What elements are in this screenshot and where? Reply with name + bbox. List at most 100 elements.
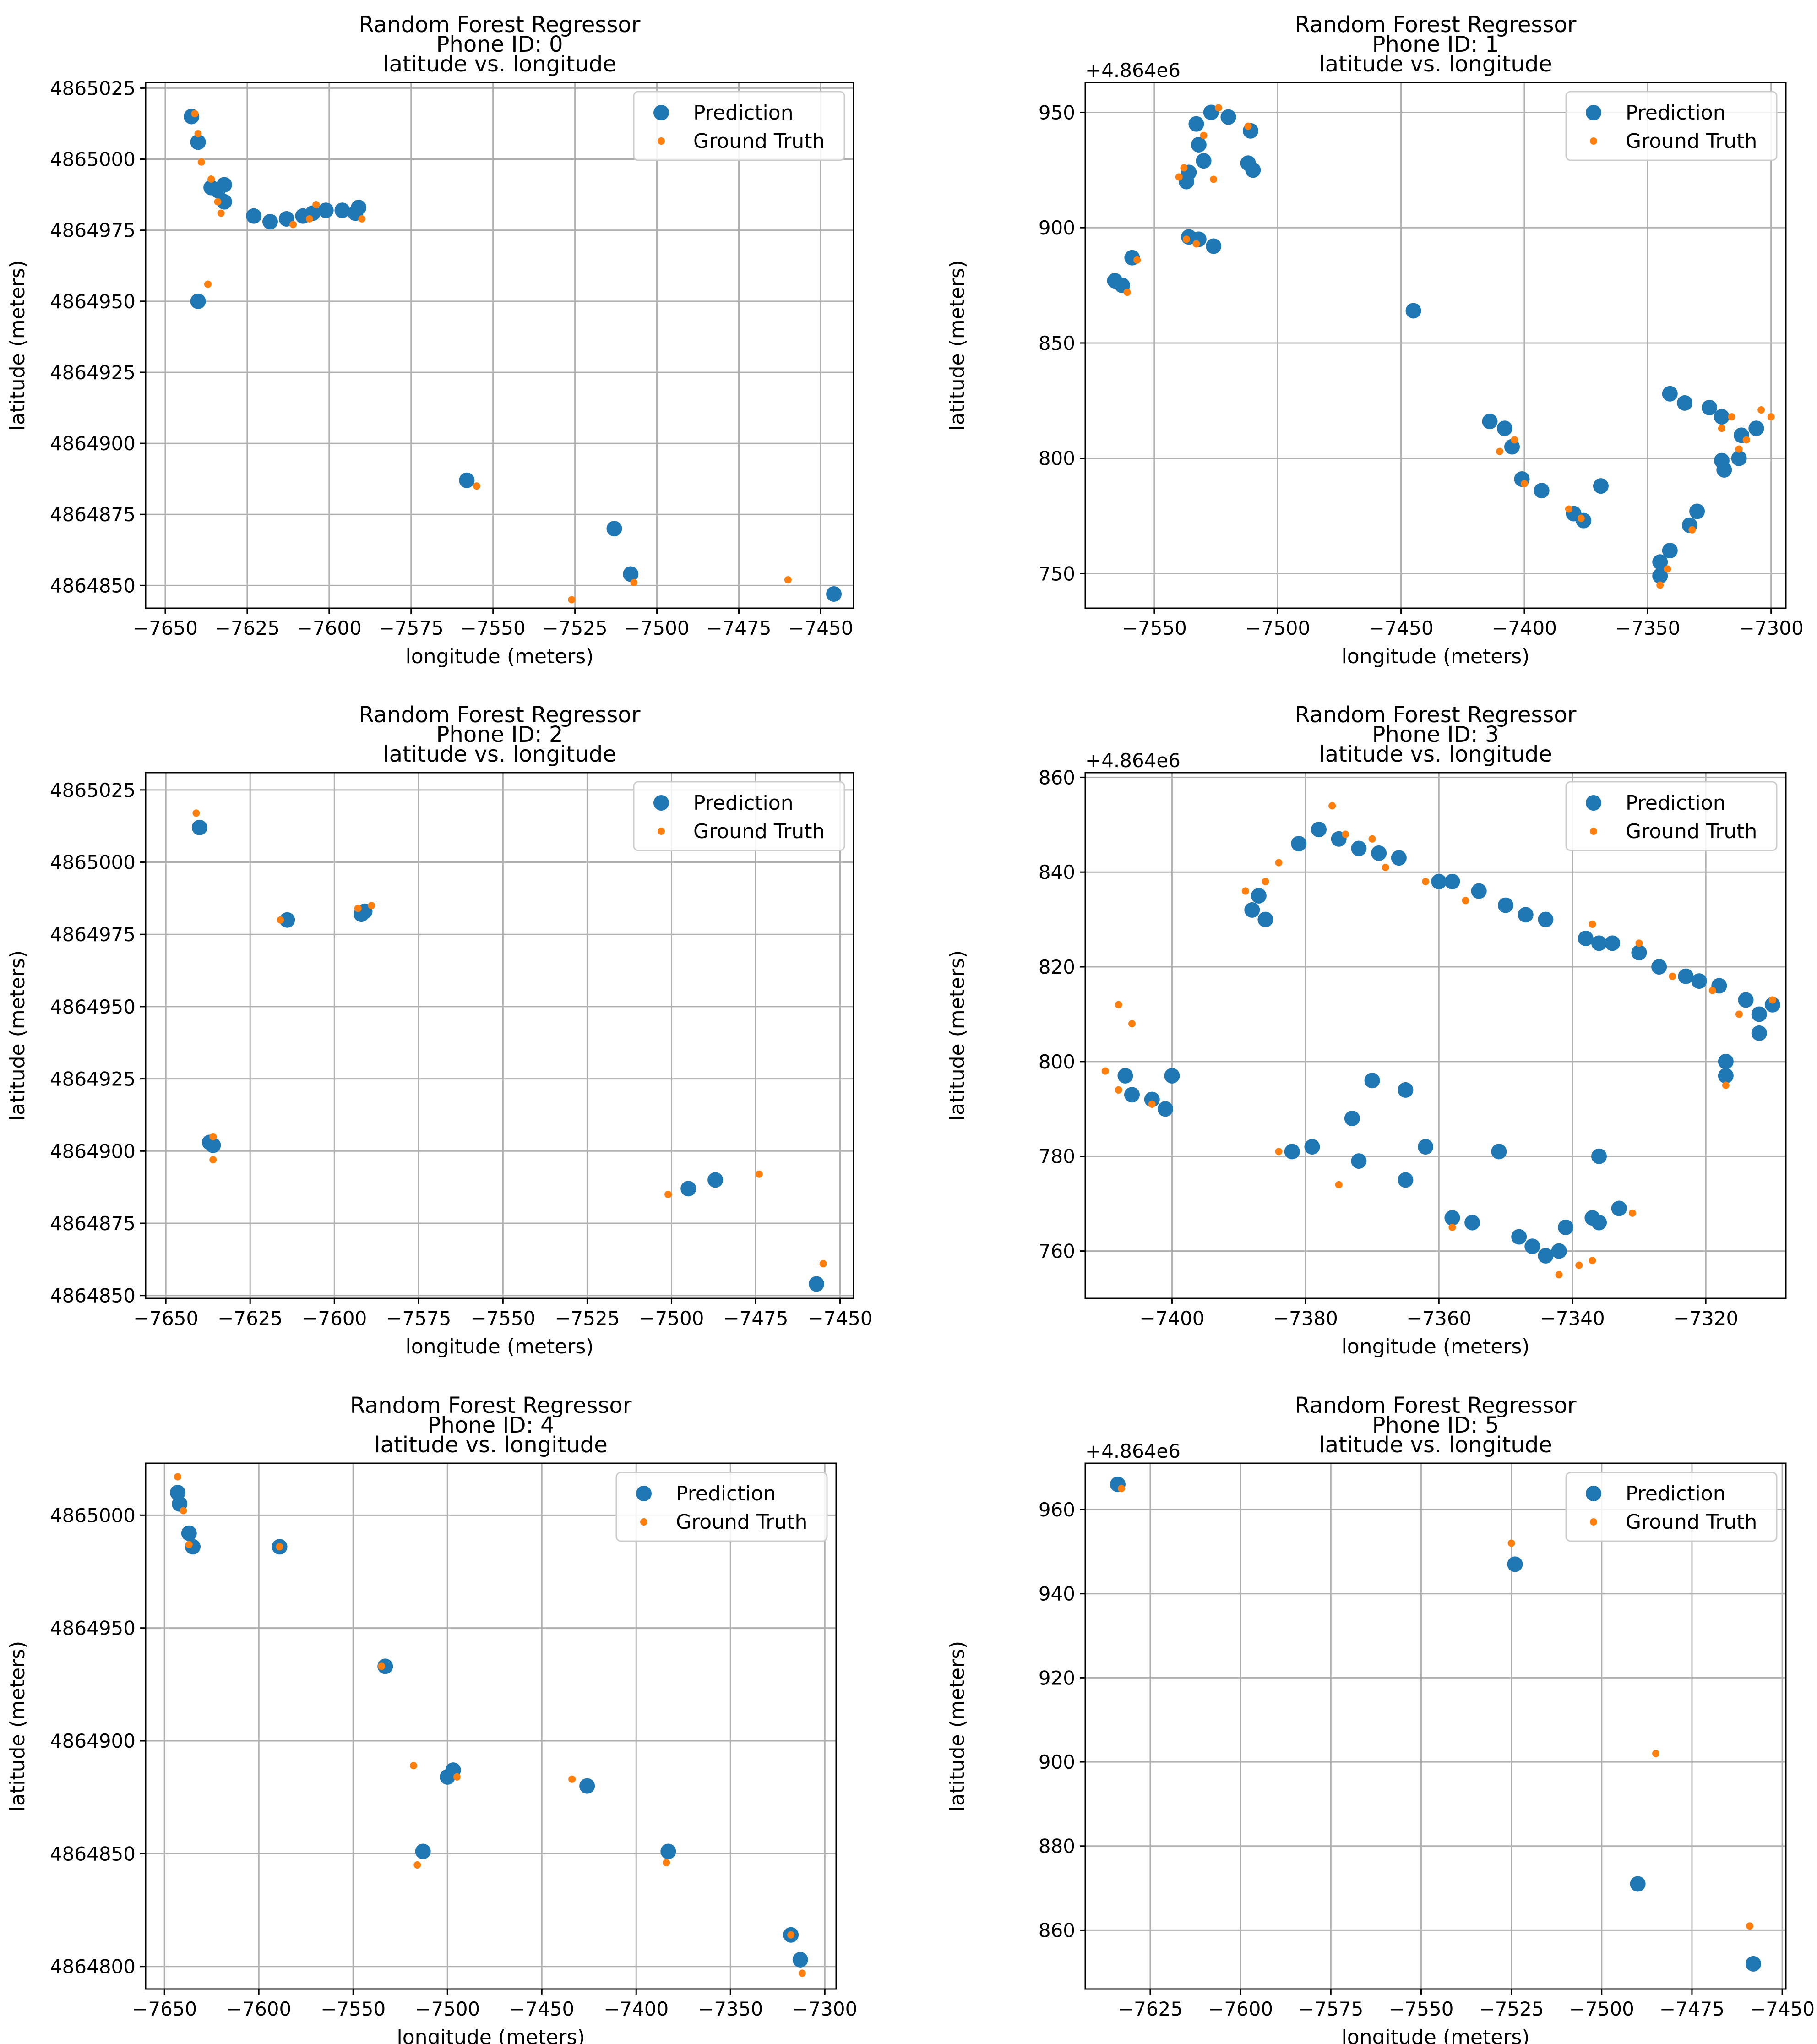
y-axis-label: latitude (meters) — [946, 950, 969, 1121]
legend-label: Prediction — [1626, 791, 1726, 815]
prediction-point — [1591, 1148, 1607, 1164]
chart-title-line: Phone ID: 4 — [427, 1412, 554, 1438]
y-axis-label: latitude (meters) — [6, 950, 29, 1121]
prediction-point — [1578, 930, 1594, 946]
ground-truth-point — [174, 1473, 182, 1481]
y-tick-label: 4865025 — [50, 77, 136, 99]
ground-truth-point — [755, 1170, 763, 1178]
legend-label: Prediction — [676, 1482, 776, 1505]
x-tick-label: −7475 — [1659, 1998, 1725, 2020]
y-tick-label: 760 — [1039, 1240, 1075, 1263]
prediction-point — [1605, 935, 1621, 951]
ground-truth-point — [1728, 413, 1735, 421]
prediction-point — [680, 1181, 696, 1197]
ground-truth-point — [413, 1861, 421, 1869]
prediction-point — [181, 1525, 197, 1541]
legend-label: Ground Truth — [1626, 1510, 1757, 1534]
plot-area — [1085, 1463, 1786, 1989]
x-tick-label: −7350 — [698, 1998, 763, 2020]
ground-truth-point — [1180, 164, 1188, 172]
series-ground-truth — [1117, 1485, 1754, 1930]
y-tick-label: 4865025 — [50, 779, 136, 801]
ground-truth-point — [1718, 425, 1725, 432]
subplot-2: −7650 −7625 −7600 −7575 −7550 −7525 −7500 −7475… — [6, 702, 873, 1358]
x-tick-label: −7625 — [215, 617, 280, 639]
x-axis-label: longitude (meters) — [1342, 1335, 1530, 1358]
plot-frame — [145, 772, 854, 1299]
prediction-point — [623, 566, 639, 582]
x-tick-label: −7525 — [543, 617, 608, 639]
ground-truth-point — [1767, 413, 1775, 421]
plot-area — [146, 82, 854, 608]
prediction-point — [1764, 997, 1780, 1013]
prediction-point — [1344, 1110, 1360, 1126]
x-tick-label: −7475 — [723, 1307, 788, 1330]
ground-truth-point — [354, 905, 362, 912]
x-axis-label: longitude (meters) — [1342, 645, 1530, 668]
prediction-point — [1304, 1139, 1320, 1155]
ground-truth-point — [207, 175, 215, 183]
prediction-point — [1558, 1219, 1574, 1235]
ground-truth-point — [1722, 1081, 1730, 1089]
chart-title-line: Random Forest Regressor — [359, 702, 640, 728]
ground-truth-point — [1496, 447, 1504, 455]
legend-marker — [658, 137, 665, 145]
prediction-point — [1498, 897, 1513, 913]
ground-truth-point — [204, 280, 212, 288]
y-tick-label: 4864975 — [50, 219, 136, 242]
ground-truth-point — [1382, 863, 1389, 871]
prediction-point — [1631, 945, 1647, 961]
prediction-point — [1220, 109, 1236, 125]
series-ground-truth — [191, 110, 792, 604]
prediction-point — [1398, 1172, 1414, 1188]
prediction-point — [216, 194, 232, 210]
y-tick-label: 920 — [1039, 1667, 1075, 1689]
x-tick-label: −7600 — [1208, 1998, 1273, 2020]
y-tick-label: 960 — [1039, 1499, 1075, 1521]
plot-frame — [1084, 82, 1787, 609]
ground-truth-point — [378, 1662, 386, 1670]
prediction-point — [1418, 1139, 1434, 1155]
x-tick-label: −7550 — [1388, 1998, 1453, 2020]
ground-truth-point — [1328, 802, 1336, 810]
ground-truth-point — [1565, 505, 1572, 513]
ground-truth-point — [1200, 131, 1208, 139]
prediction-point — [660, 1843, 676, 1859]
y-tick-label: 4864850 — [50, 1842, 136, 1865]
plot-frame — [1084, 1462, 1787, 1990]
prediction-point — [1701, 399, 1717, 415]
prediction-point — [205, 1137, 221, 1153]
series-prediction — [170, 1485, 808, 1968]
legend-label: Ground Truth — [1626, 820, 1757, 843]
ground-truth-point — [568, 1775, 576, 1783]
chart-title-line: latitude vs. longitude — [383, 741, 616, 767]
x-tick-label: −7550 — [321, 1998, 386, 2020]
plot-frame — [145, 82, 854, 609]
legend-label: Ground Truth — [676, 1510, 807, 1534]
x-tick-label: −7625 — [218, 1307, 283, 1330]
ground-truth-point — [1664, 565, 1671, 573]
y-tick-label: 4864875 — [50, 503, 136, 526]
prediction-point — [1746, 1956, 1762, 1972]
ground-truth-point — [630, 579, 638, 587]
ground-truth-point — [1628, 1209, 1636, 1217]
series-prediction — [1117, 822, 1780, 1264]
prediction-point — [1538, 1248, 1554, 1264]
x-tick-label: −7475 — [706, 617, 771, 639]
x-tick-label: −7575 — [379, 617, 444, 639]
legend-box — [1565, 91, 1778, 161]
x-tick-label: −7350 — [1615, 617, 1680, 639]
ground-truth-point — [217, 209, 225, 217]
x-tick-label: −7380 — [1273, 1307, 1338, 1330]
ground-truth-point — [1656, 581, 1664, 589]
x-tick-label: −7450 — [788, 617, 853, 639]
prediction-point — [1651, 959, 1667, 975]
legend-marker — [658, 828, 665, 835]
prediction-point — [1196, 153, 1212, 169]
prediction-point — [1518, 907, 1534, 923]
ground-truth-point — [1669, 972, 1676, 980]
x-tick-label: −7500 — [639, 1307, 704, 1330]
ground-truth-point — [1507, 1539, 1515, 1547]
legend-box — [1565, 781, 1778, 851]
x-tick-label: −7450 — [1369, 617, 1434, 639]
